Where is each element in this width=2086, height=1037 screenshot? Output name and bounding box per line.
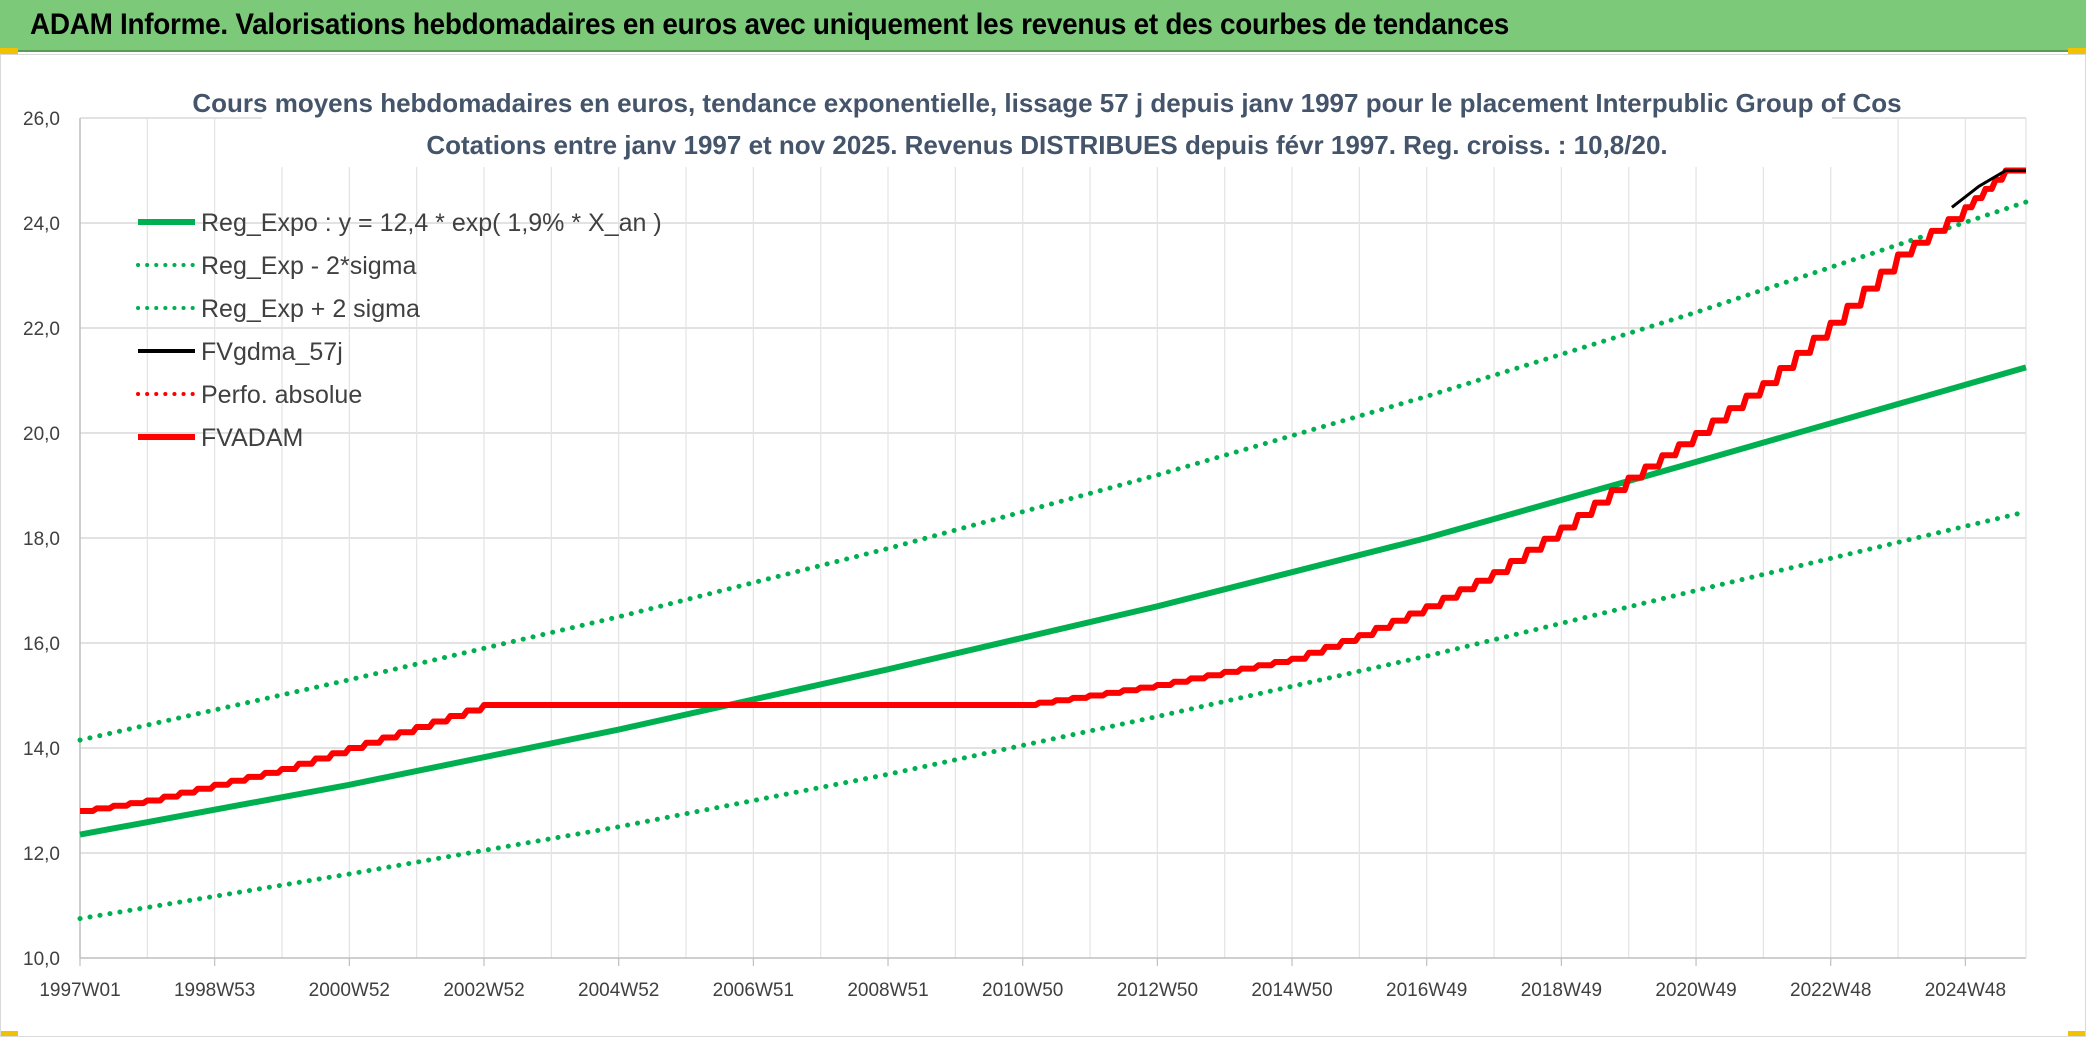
x-tick-label: 2022W48: [1790, 980, 1871, 1001]
series-line-0: [79, 364, 2027, 838]
legend-label-2: Reg_Exp + 2 sigma: [201, 295, 420, 323]
chart-title-line2: Cotations entre janv 1997 et nov 2025. R…: [426, 130, 1667, 160]
corner-mark-right: [2068, 48, 2086, 54]
series-line-3: [1950, 169, 2026, 209]
legend-label-0: Reg_Expo : y = 12,4 * exp( 1,9% * X_an ): [201, 209, 662, 237]
legend-label-5: FVADAM: [201, 424, 303, 452]
y-tick-label: 24,0: [23, 214, 60, 235]
corner-mark-bottom-left: [0, 1031, 18, 1037]
y-tick-label: 20,0: [23, 424, 60, 445]
y-tick-label: 14,0: [23, 739, 60, 760]
legend-label-4: Perfo. absolue: [201, 381, 362, 409]
corner-mark-left: [0, 48, 18, 54]
x-tick-label: 2008W51: [847, 980, 928, 1001]
y-tick-label: 18,0: [23, 529, 60, 550]
y-tick-label: 12,0: [23, 844, 60, 865]
series-lines: [77, 167, 2029, 922]
y-tick-labels: 10,0 12,0 14,0 16,0 18,0 20,0 22,0 24,0 26,0: [23, 109, 60, 970]
title-background: [262, 95, 1832, 167]
y-tick-label: 16,0: [23, 634, 60, 655]
legend-label-1: Reg_Exp - 2*sigma: [201, 252, 416, 280]
y-tick-label: 10,0: [23, 949, 60, 970]
x-tick-label: 2002W52: [443, 980, 524, 1001]
series-line-2: [77, 199, 2029, 743]
x-tick-label: 2006W51: [713, 980, 794, 1001]
x-tick-label: 2024W48: [1925, 980, 2006, 1001]
chart-title-line1: Cours moyens hebdomadaires en euros, ten…: [192, 88, 1901, 118]
x-tick-label: 2012W50: [1117, 980, 1198, 1001]
x-tick-labels: 1997W01 1998W53 2000W52 2002W52 2004W52 2006W…: [39, 980, 2006, 1001]
corner-mark-bottom-right: [2068, 1031, 2086, 1037]
legend-label-3: FVgdma_57j: [201, 338, 343, 366]
x-tick-label: 1998W53: [174, 980, 255, 1001]
report-title: ADAM Informe. Valorisations hebdomadaire…: [30, 8, 1510, 41]
report-banner: ADAM Informe. Valorisations hebdomadaire…: [0, 0, 2086, 52]
legend: Reg_Expo : y = 12,4 * exp( 1,9% * X_an )…: [136, 209, 662, 452]
grid-lines: [79, 117, 2026, 958]
axes: [79, 118, 2027, 966]
x-tick-label: 2000W52: [309, 980, 390, 1001]
x-tick-label: 1997W01: [39, 980, 120, 1001]
series-line-5: [80, 167, 2026, 814]
y-tick-label: 26,0: [23, 109, 60, 130]
y-tick-label: 22,0: [23, 319, 60, 340]
x-tick-label: 2020W49: [1655, 980, 1736, 1001]
x-tick-label: 2016W49: [1386, 980, 1467, 1001]
x-tick-label: 2004W52: [578, 980, 659, 1001]
x-tick-label: 2010W50: [982, 980, 1063, 1001]
x-tick-label: 2018W49: [1521, 980, 1602, 1001]
x-tick-label: 2014W50: [1251, 980, 1332, 1001]
series-line-1: [77, 509, 2029, 922]
